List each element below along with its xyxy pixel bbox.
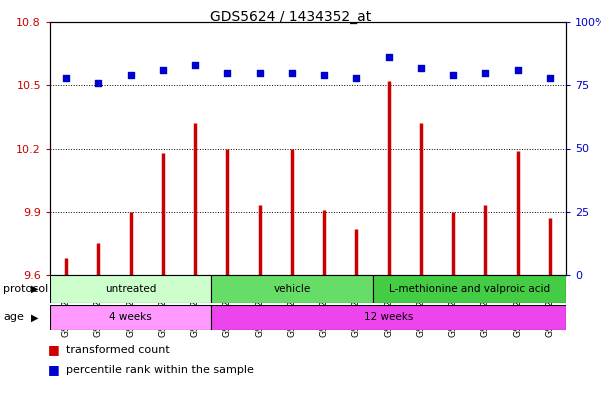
Bar xyxy=(211,305,566,330)
Point xyxy=(222,70,232,76)
Point xyxy=(416,64,426,71)
Text: L-methionine and valproic acid: L-methionine and valproic acid xyxy=(389,284,550,294)
Point xyxy=(287,70,297,76)
Text: ■: ■ xyxy=(48,364,60,376)
Text: GDS5624 / 1434352_at: GDS5624 / 1434352_at xyxy=(210,10,371,24)
Point xyxy=(158,67,168,73)
Point xyxy=(61,75,71,81)
Point xyxy=(513,67,522,73)
Point xyxy=(126,72,135,78)
Text: ■: ■ xyxy=(48,343,60,356)
Point xyxy=(448,72,458,78)
Text: protocol: protocol xyxy=(3,284,48,294)
Text: vehicle: vehicle xyxy=(273,284,311,294)
Text: 12 weeks: 12 weeks xyxy=(364,312,413,323)
Point xyxy=(545,75,555,81)
Bar xyxy=(373,275,566,303)
Bar xyxy=(50,275,211,303)
Point xyxy=(94,79,103,86)
Text: 4 weeks: 4 weeks xyxy=(109,312,152,323)
Text: age: age xyxy=(3,312,24,323)
Point xyxy=(384,54,394,61)
Point xyxy=(352,75,361,81)
Point xyxy=(255,70,264,76)
Text: ▶: ▶ xyxy=(31,312,38,323)
Text: ▶: ▶ xyxy=(31,284,38,294)
Point xyxy=(191,62,200,68)
Point xyxy=(481,70,490,76)
Text: percentile rank within the sample: percentile rank within the sample xyxy=(66,365,254,375)
Text: transformed count: transformed count xyxy=(66,345,170,355)
Point xyxy=(319,72,329,78)
Bar xyxy=(211,275,373,303)
Text: untreated: untreated xyxy=(105,284,156,294)
Bar xyxy=(50,305,211,330)
